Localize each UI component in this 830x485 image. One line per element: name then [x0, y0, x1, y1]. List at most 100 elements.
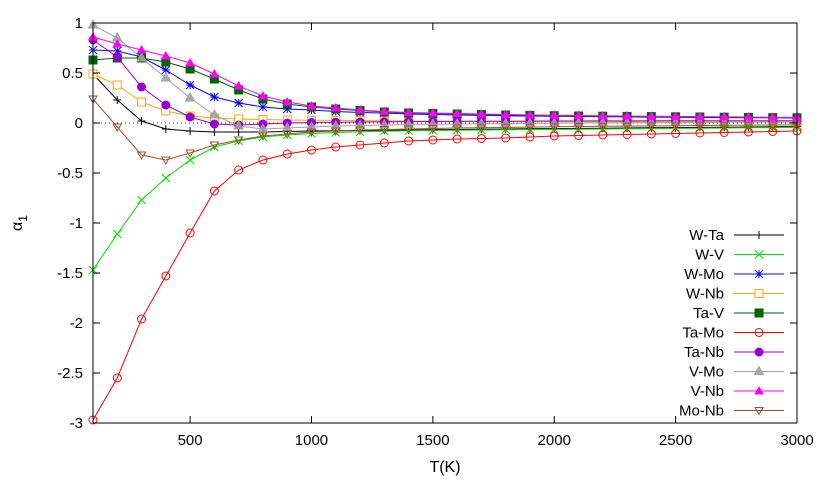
data-point-mo-nb [767, 121, 778, 131]
data-point-ta-nb [137, 82, 147, 92]
y-tick-label: -2.5 [57, 365, 83, 382]
data-point-ta-mo [331, 142, 341, 152]
data-point-v-nb [452, 108, 462, 117]
data-point-v-nb [597, 110, 608, 120]
y-axis-label: α1 [9, 215, 30, 231]
data-point-v-nb [743, 111, 754, 121]
legend-label-ta-v: Ta-V [693, 305, 724, 322]
data-point-w-ta [137, 117, 146, 125]
data-point-mo-nb [622, 122, 632, 132]
data-point-w-mo [282, 104, 292, 114]
data-point-v-nb [500, 109, 511, 118]
data-point-v-nb [209, 68, 220, 78]
data-point-v-nb [573, 110, 584, 119]
data-point-w-mo [234, 98, 244, 108]
data-point-mo-nb [573, 123, 584, 132]
legend-marker-v-mo [753, 365, 765, 375]
data-point-w-mo [161, 65, 171, 75]
legend-entry-v-nb: V-Nb [691, 383, 784, 400]
data-point-ta-mo [743, 127, 753, 137]
data-point-mo-nb [500, 123, 511, 133]
data-point-v-nb [112, 38, 123, 48]
data-point-ta-nb [209, 119, 219, 129]
data-point-ta-mo [112, 373, 122, 383]
legend-entry-ta-mo: Ta-Mo [682, 325, 784, 342]
data-point-v-nb [282, 96, 293, 106]
x-tick-label: 1500 [416, 432, 449, 449]
data-point-mo-nb [670, 122, 681, 131]
data-point-ta-mo [306, 145, 316, 155]
data-point-w-v [112, 229, 122, 239]
legend-label-mo-nb: Mo-Nb [679, 403, 724, 420]
legend-entry-v-mo: V-Mo [689, 364, 784, 381]
data-point-ta-mo [234, 165, 244, 175]
legend-marker-w-nb [754, 289, 764, 298]
data-point-v-nb [306, 100, 317, 110]
legend-entry-ta-nb: Ta-Nb [684, 344, 784, 361]
data-point-mo-nb [719, 121, 730, 131]
legend-label-ta-mo: Ta-Mo [682, 325, 724, 342]
legend-entry-mo-nb: Mo-Nb [679, 403, 784, 420]
data-point-v-mo [330, 119, 342, 130]
data-point-mo-nb [330, 127, 341, 137]
legend-marker-w-mo [754, 269, 764, 279]
data-point-mo-nb [282, 130, 293, 140]
data-point-v-nb [330, 102, 341, 112]
data-point-v-nb [719, 111, 730, 121]
data-point-mo-nb [743, 121, 754, 131]
series-layer [87, 18, 803, 425]
data-point-mo-nb [695, 122, 705, 131]
series-line-v-nb [92, 36, 798, 118]
data-point-v-nb [403, 107, 414, 116]
data-point-ta-nb [185, 112, 195, 122]
data-point-ta-mo [476, 134, 486, 143]
data-point-ta-mo [501, 133, 511, 143]
data-point-ta-mo [404, 136, 414, 146]
legend-label-w-mo: W-Mo [684, 266, 724, 283]
data-point-w-ta [161, 125, 170, 133]
series-line-mo-nb [92, 98, 798, 161]
legend-label-v-mo: V-Mo [689, 364, 724, 381]
data-point-mo-nb [258, 132, 268, 142]
data-point-v-nb [646, 111, 657, 120]
data-point-ta-mo [185, 228, 195, 238]
data-point-ta-mo [137, 314, 147, 324]
data-point-ta-mo [209, 186, 219, 196]
legend-marker-ta-nb [754, 347, 764, 357]
legend: W-Ta W-V W-Mo W-Nb Ta-V Ta-Mo Ta-Nb V-Mo V-Nb Mo-… [679, 227, 784, 420]
legend-marker-w-v [754, 250, 764, 259]
legend-marker-v-nb [754, 385, 764, 395]
data-point-v-nb [476, 108, 487, 118]
y-axis-label-subscript: 1 [16, 215, 30, 222]
data-point-ta-mo [452, 134, 462, 144]
data-point-v-nb [767, 112, 778, 121]
data-point-mo-nb [476, 124, 487, 133]
y-tick-label: -0.5 [57, 165, 83, 182]
legend-label-ta-nb: Ta-Nb [684, 344, 724, 361]
data-point-v-nb [695, 111, 705, 121]
legend-entry-w-nb: W-Nb [686, 286, 784, 303]
data-point-ta-mo [379, 138, 389, 148]
data-point-w-mo [185, 80, 195, 90]
legend-label-v-nb: V-Nb [691, 383, 724, 400]
legend-entry-w-ta: W-Ta [689, 227, 784, 244]
data-point-w-mo [210, 92, 219, 102]
y-tick-label: 0.5 [62, 65, 83, 82]
data-point-mo-nb [428, 125, 438, 134]
data-point-v-mo [233, 119, 245, 130]
data-point-w-ta [210, 128, 219, 136]
legend-label-w-ta: W-Ta [689, 227, 724, 244]
data-point-v-nb [670, 111, 681, 120]
data-point-mo-nb [525, 123, 535, 133]
x-axis-label: T(K) [429, 459, 460, 476]
data-point-mo-nb [233, 136, 244, 146]
data-point-w-nb [137, 97, 147, 107]
data-point-v-nb [549, 110, 560, 119]
data-point-ta-mo [282, 149, 292, 159]
data-point-ta-mo [161, 271, 171, 281]
data-point-ta-mo [549, 131, 559, 141]
series-mo-nb [88, 95, 802, 166]
y-tick-label: -3 [70, 415, 83, 432]
data-point-w-v [137, 195, 146, 205]
